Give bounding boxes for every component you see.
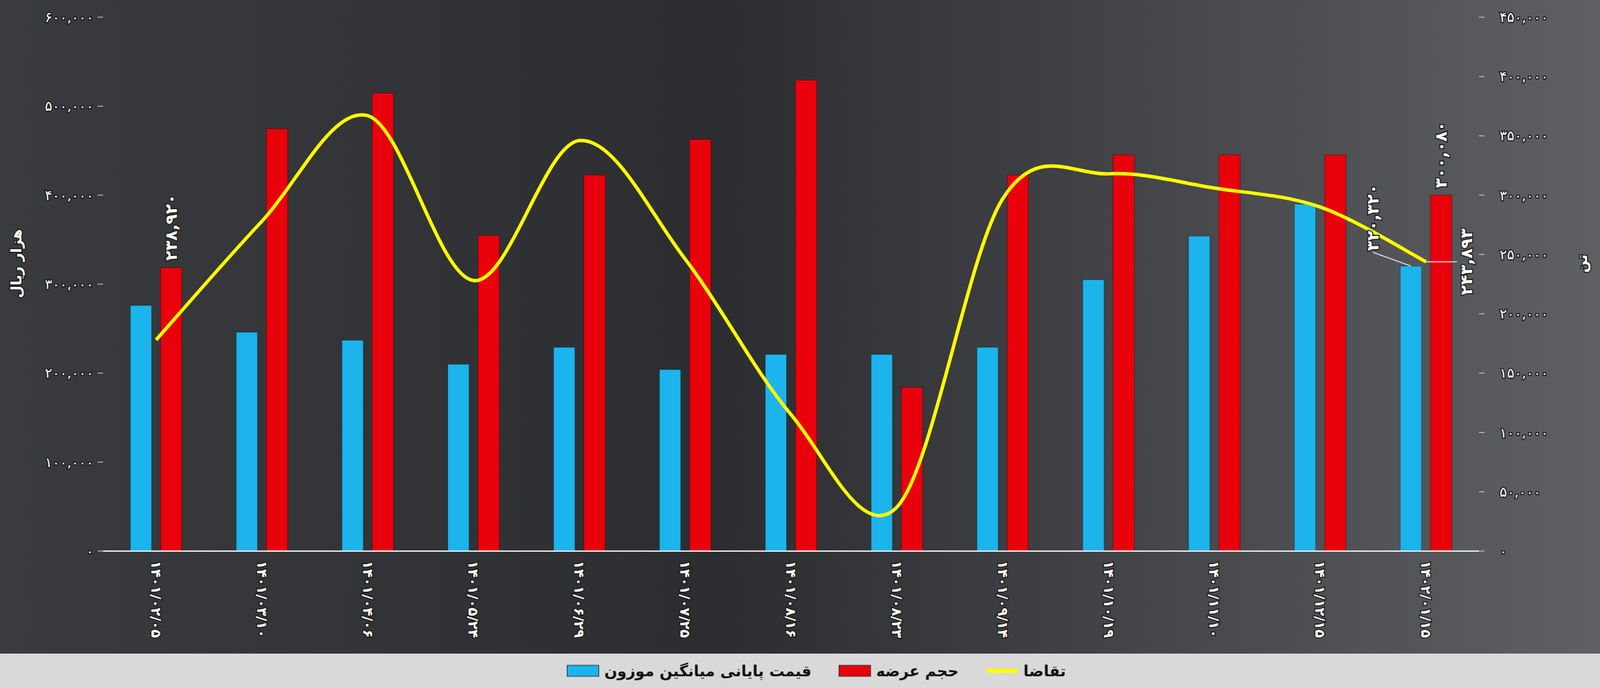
legend-label: تقاضا [1023,662,1067,680]
data-label: ۳۰۰,۰۸۰ [1431,121,1451,189]
legend-label: حجم عرضه [876,662,959,681]
bar [1188,235,1210,551]
y2-tick-label: ۱۵۰,۰۰۰ [1499,364,1549,382]
y-tick [97,17,104,18]
y-tick [97,284,104,285]
bar [976,347,999,551]
x-tick-label: ۱۴۰۱/۰۸/۱۶ [782,560,800,638]
y2-tick [1478,313,1485,315]
bar [553,347,576,551]
y2-tick [1478,17,1485,18]
x-tick-label: ۱۴۰۱/۱۱/۱۰ [1205,560,1223,638]
x-tick-label: ۱۴۰۱/۱۲/۱۵ [1311,560,1329,638]
chart: ۰ ۱۰۰,۰۰۰ ۲۰۰,۰۰۰ ۳۰۰,۰۰۰ ۴۰۰,۰۰۰ ۵۰۰,۰۰۰ ۶۰۰,… [0,0,1600,688]
y2-tick-label: ۵۰,۰۰۰ [1499,483,1541,501]
legend-ground [0,653,1600,688]
x-axis-line [103,550,1479,552]
y-tick-label: ۲۰۰,۰۰۰ [44,364,94,382]
x-tick-label: ۱۴۰۲/۰۱/۱۵ [1417,560,1435,638]
y2-tick [1478,76,1485,78]
bar [341,339,364,551]
bar [1112,154,1135,551]
bar [1294,204,1316,551]
y-tick-label: ۰ [85,542,94,560]
y2-tick [1478,372,1485,374]
bar [372,92,394,551]
bar [1430,195,1453,551]
x-tick-label: ۱۴۰۱/۰۶/۲۹ [570,560,588,638]
legend-label: قیمت پایانی میانگین موزون [603,661,812,681]
leader-line [1425,261,1457,263]
x-tick-label: ۱۴۰۱/۰۴/۰۶ [359,560,377,638]
y-tick-label: ۱۰۰,۰۰۰ [44,453,94,471]
x-tick-label: ۱۴۰۱/۱۰/۱۹ [1100,560,1118,638]
y2-tick [1478,491,1485,492]
y-tick [97,461,104,463]
x-tick-label: ۱۴۰۱/۰۲/۰۵ [147,560,165,638]
background [0,0,1600,688]
y-tick-label: ۴۰۰,۰۰۰ [44,187,94,204]
bar [1007,174,1029,551]
legend-swatch [839,665,871,677]
legend: قیمت پایانی میانگین موزون حجم عرضه تقاضا [566,661,1066,681]
y-axis-title: هزار ریال [8,229,25,298]
bar [901,387,923,551]
bar [160,267,182,551]
y2-tick-label: ۲۵۰,۰۰۰ [1499,246,1549,263]
bar [689,139,712,551]
y2-tick [1478,431,1485,433]
y-tick [97,105,104,107]
y2-tick-label: ۱۰۰,۰۰۰ [1499,424,1549,441]
legend-swatch [986,668,1019,673]
y-tick [97,550,104,552]
bar [478,235,500,551]
bar [130,305,152,551]
y2-axis-title: تن [1573,254,1591,274]
bar [584,174,606,551]
y-tick [97,194,104,196]
data-label: ۲۴۳,۸۹۳ [1456,228,1477,296]
y2-tick-label: ۰ [1499,542,1508,560]
bar [235,332,258,551]
y2-tick [1478,550,1485,552]
y2-tick-label: ۳۵۰,۰۰۰ [1499,127,1549,144]
y-tick [97,372,104,374]
bar [870,354,893,551]
line [156,114,1426,516]
x-tick-label: ۱۴۰۱/۰۵/۲۴ [465,560,482,638]
y-tick-label: ۳۰۰,۰۰۰ [44,275,94,293]
x-tick-label: ۱۴۰۱/۰۹/۱۴ [994,560,1012,638]
plot-area [130,79,1452,551]
y2-tick [1478,194,1485,196]
y-tick-label: ۵۰۰,۰۰۰ [44,97,94,115]
x-tick-label: ۱۴۰۱/۰۸/۲۳ [888,560,906,638]
y2-tick-label: ۴۵۰,۰۰۰ [1499,8,1549,26]
y2-tick [1478,135,1485,137]
bar [1218,154,1241,551]
bar [447,363,470,551]
x-tick-label: ۱۴۰۱/۰۷/۲۵ [676,560,694,638]
bar [659,369,681,551]
y2-tick-label: ۳۰۰,۰۰۰ [1499,187,1549,204]
y-tick-label: ۶۰۰,۰۰۰ [44,8,94,26]
x-tick-label: ۱۴۰۱/۰۳/۱۰ [253,560,271,638]
bar [1400,266,1422,551]
y2-tick-label: ۴۰۰,۰۰۰ [1499,68,1549,85]
leader-line [1373,252,1411,267]
bar [795,79,818,551]
y2-tick [1478,253,1485,255]
y2-tick-label: ۲۰۰,۰۰۰ [1499,305,1549,322]
bar [1082,279,1105,551]
legend-swatch [566,665,599,677]
data-label: ۲۳۸,۹۲۰ [161,193,181,261]
data-label: ۳۲۰,۳۲۰ [1363,184,1383,252]
